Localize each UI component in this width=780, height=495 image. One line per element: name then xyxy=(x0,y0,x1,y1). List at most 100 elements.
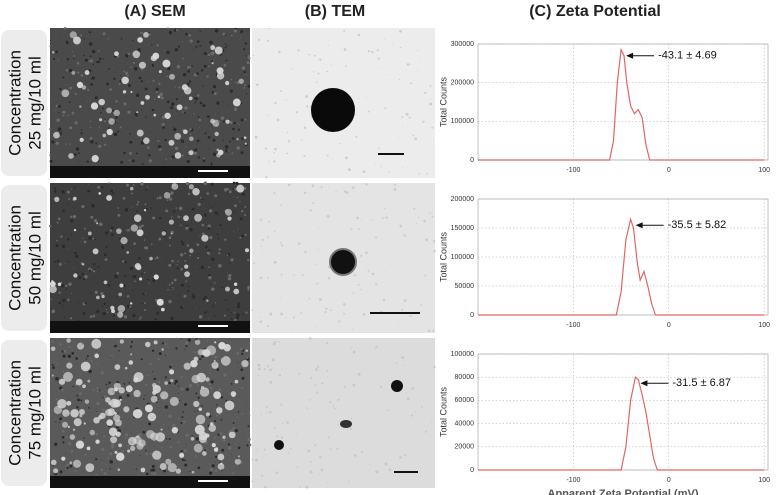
sem-texture xyxy=(133,242,136,245)
sem-texture xyxy=(209,236,213,240)
sem-texture xyxy=(143,302,146,305)
sem-texture xyxy=(193,73,197,77)
sem-texture xyxy=(89,127,92,129)
sem-texture xyxy=(102,408,105,412)
sem-texture xyxy=(120,38,123,40)
sem-texture xyxy=(212,85,217,89)
sem-particle xyxy=(71,71,76,75)
tem-texture xyxy=(335,191,337,193)
sem-texture xyxy=(101,459,103,461)
sem-texture xyxy=(59,132,62,136)
sem-texture xyxy=(85,474,87,476)
sem-texture xyxy=(68,345,71,349)
sem-particle xyxy=(136,111,139,114)
sem-particle xyxy=(202,451,207,456)
tem-texture xyxy=(262,253,264,255)
sem-texture xyxy=(60,33,62,35)
sem-texture xyxy=(80,129,83,131)
tem-texture xyxy=(308,53,311,56)
sem-particle xyxy=(194,339,201,345)
sem-texture xyxy=(121,198,123,200)
sem-texture xyxy=(162,423,165,426)
sem-texture xyxy=(86,301,88,303)
sem-texture xyxy=(83,54,85,57)
sem-texture xyxy=(240,37,242,39)
sem-particle xyxy=(217,463,225,470)
sem-texture xyxy=(197,156,201,159)
tem-texture xyxy=(326,342,329,345)
sem-texture xyxy=(230,34,233,37)
tem-texture xyxy=(431,421,433,423)
sem-texture xyxy=(189,39,193,43)
sem-texture xyxy=(99,222,103,227)
sem-texture xyxy=(130,340,134,344)
tem-texture xyxy=(303,126,307,129)
sem-texture xyxy=(188,468,190,471)
sem-texture xyxy=(107,457,110,460)
sem-particle xyxy=(184,264,189,269)
tem-texture xyxy=(263,485,267,489)
sem-texture xyxy=(140,316,142,319)
y-axis-label: Total Counts xyxy=(438,231,448,282)
sem-texture xyxy=(51,276,53,278)
tem-texture xyxy=(310,149,312,151)
sem-texture xyxy=(130,192,133,195)
tem-texture xyxy=(292,316,295,319)
sem-texture xyxy=(129,140,133,144)
sem-texture xyxy=(106,82,109,86)
sem-particle xyxy=(174,132,182,140)
sem-texture xyxy=(245,73,247,75)
tem-texture xyxy=(327,277,331,280)
sem-texture xyxy=(244,205,247,208)
sem-texture xyxy=(69,126,73,130)
sem-texture xyxy=(65,435,68,439)
sem-texture xyxy=(55,398,58,401)
sem-texture xyxy=(204,449,207,452)
sem-texture xyxy=(182,411,184,413)
sem-texture xyxy=(214,420,217,423)
sem-texture xyxy=(124,261,127,264)
tem-texture xyxy=(350,347,352,349)
tem-texture xyxy=(311,184,315,188)
sem-texture xyxy=(77,301,79,303)
sem-texture xyxy=(235,413,237,415)
sem-particle xyxy=(91,154,99,163)
tem-texture xyxy=(266,412,268,414)
sem-particle xyxy=(79,137,84,142)
sem-texture xyxy=(187,70,191,73)
sem-particle xyxy=(199,387,210,397)
sem-texture xyxy=(142,430,146,434)
sem-texture xyxy=(186,159,190,164)
sem-texture xyxy=(172,264,174,267)
nanoparticle xyxy=(311,88,355,132)
sem-texture xyxy=(85,57,87,59)
sem-texture xyxy=(189,128,192,131)
sem-texture xyxy=(184,32,188,36)
sem-texture xyxy=(188,257,190,258)
sem-texture xyxy=(228,140,231,143)
sem-texture xyxy=(129,133,132,135)
sem-texture xyxy=(229,121,233,125)
tem-texture xyxy=(280,204,282,206)
sem-texture xyxy=(237,122,239,124)
sem-texture xyxy=(173,384,175,387)
sem-particle xyxy=(136,435,140,439)
sem-texture xyxy=(97,266,100,268)
tem-texture xyxy=(386,409,389,411)
sem-texture xyxy=(110,354,113,358)
sem-texture xyxy=(141,273,144,276)
sem-texture xyxy=(126,295,130,298)
tem-texture xyxy=(360,219,362,221)
sem-texture xyxy=(100,111,102,114)
sem-texture xyxy=(187,285,190,288)
tem-texture xyxy=(350,417,352,419)
sem-texture xyxy=(140,80,144,83)
sem-texture xyxy=(51,57,53,59)
sem-texture xyxy=(138,225,142,229)
sem-texture xyxy=(167,289,169,291)
tem-texture xyxy=(393,43,395,45)
sem-particle xyxy=(223,344,231,352)
sem-particle xyxy=(124,366,128,370)
sem-particle xyxy=(130,91,133,94)
sem-texture xyxy=(51,393,52,395)
